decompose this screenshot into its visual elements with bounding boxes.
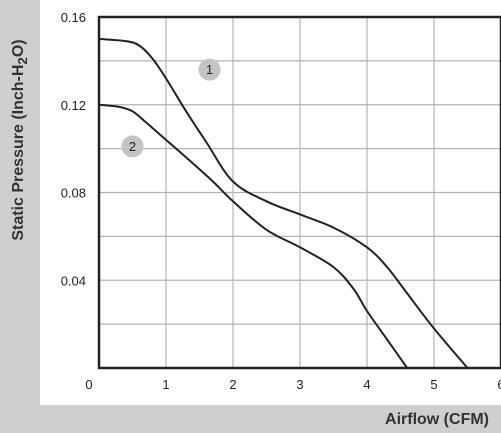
series-badge-2 xyxy=(121,135,144,158)
x-tick-label-4: 4 xyxy=(363,377,370,392)
y-tick-label-0.04: 0.04 xyxy=(61,273,86,288)
series-badges: 12 xyxy=(121,58,221,158)
y-axis-label-subscript: 2 xyxy=(15,57,31,65)
x-axis-label-band xyxy=(0,405,501,433)
y-axis-label-text-b: O) xyxy=(9,39,27,58)
y-tick-label-0.08: 0.08 xyxy=(61,186,86,201)
plot-frame xyxy=(97,15,501,370)
series-layer xyxy=(98,37,469,369)
series-line-2 xyxy=(98,103,409,369)
x-tick-label-6: 6 xyxy=(497,377,501,392)
x-axis-label: Airflow (CFM) xyxy=(385,411,489,428)
y-axis-label-text-a: Static Pressure (Inch-H xyxy=(9,64,27,241)
x-tick-label-1: 1 xyxy=(162,377,169,392)
y-tick-label-0.12: 0.12 xyxy=(61,98,86,113)
x-tick-label-2: 2 xyxy=(229,377,236,392)
x-tick-label-5: 5 xyxy=(430,377,437,392)
x-tick-labels: 0 1 2 3 4 5 6 xyxy=(85,377,501,392)
x-tick-label-3: 3 xyxy=(296,377,303,392)
series-badge-1 xyxy=(198,58,221,81)
y-axis-label: Static Pressure (Inch-H2O) xyxy=(10,39,30,240)
x-tick-label-0: 0 xyxy=(85,377,92,392)
y-axis-label-band xyxy=(0,0,40,433)
series-line-1 xyxy=(98,37,469,369)
y-tick-label-0.16: 0.16 xyxy=(61,10,86,25)
series-badge-label-2: 2 xyxy=(129,139,136,154)
series-badge-label-1: 1 xyxy=(206,62,213,77)
y-tick-labels: 0.04 0.08 0.12 0.16 xyxy=(61,10,86,288)
